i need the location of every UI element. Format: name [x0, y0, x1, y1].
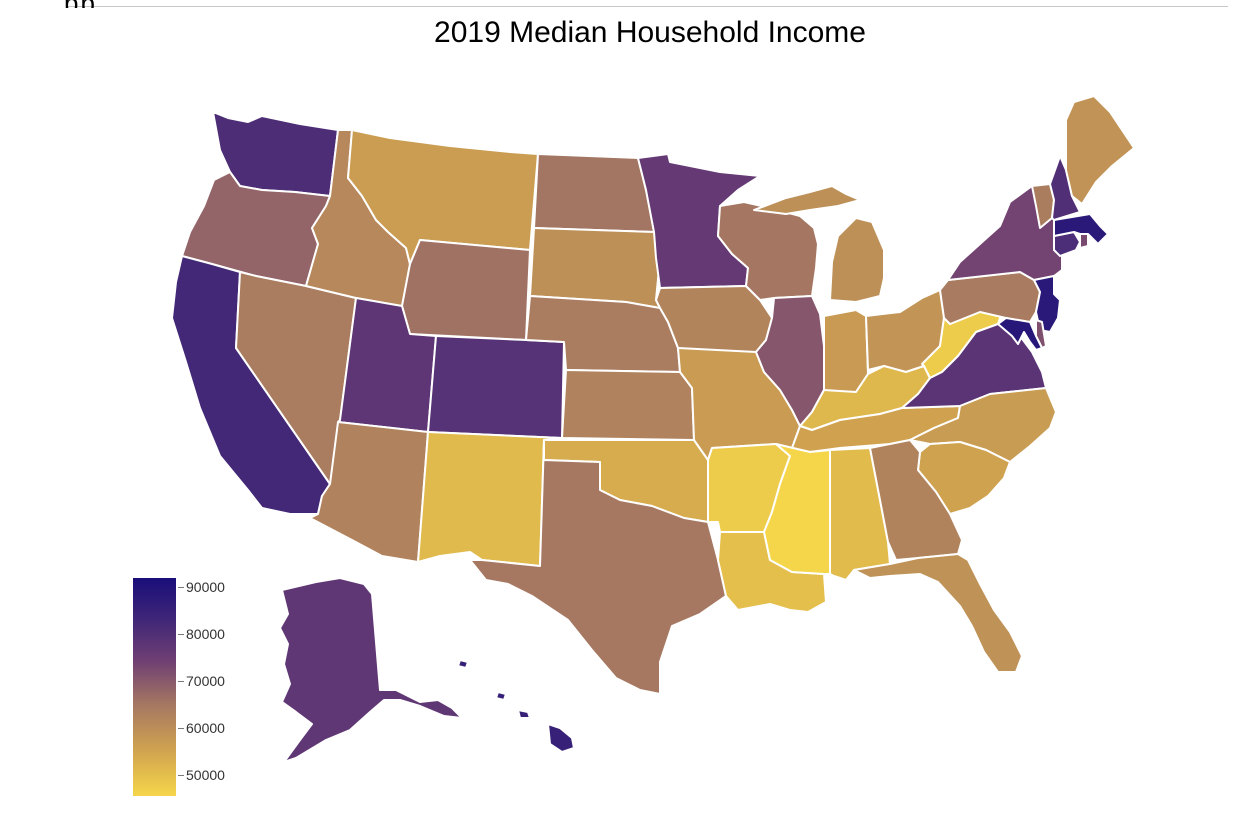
state-hi — [457, 659, 469, 669]
legend-label: 80000 — [186, 626, 225, 643]
legend-tick — [178, 587, 184, 589]
state-nj — [1033, 275, 1061, 333]
states-layer — [171, 95, 1135, 763]
legend-tick — [178, 774, 184, 776]
state-hi — [495, 691, 507, 701]
state-md — [997, 317, 1043, 351]
state-wy — [401, 239, 531, 341]
color-legend: 90000 80000 70000 60000 50000 — [133, 578, 263, 798]
state-hi — [547, 723, 575, 753]
state-nh — [1049, 155, 1081, 221]
legend-label: 50000 — [186, 766, 225, 783]
state-sd — [529, 227, 661, 309]
legend-color-bar — [133, 578, 176, 796]
top-divider — [66, 6, 1228, 7]
state-il — [755, 295, 825, 427]
state-ga — [869, 439, 963, 561]
state-nd — [533, 153, 655, 233]
state-ri — [1079, 233, 1089, 249]
state-fl — [853, 553, 1023, 673]
legend-label: 60000 — [186, 720, 225, 737]
state-ak — [279, 577, 463, 763]
state-mi — [753, 185, 861, 215]
state-ks — [561, 369, 695, 441]
state-ma — [1053, 213, 1109, 245]
legend-label: 90000 — [186, 579, 225, 596]
map-title: 2019 Median Household Income — [434, 16, 866, 49]
legend-tick — [178, 728, 184, 730]
state-ms — [763, 443, 831, 575]
legend-tick — [178, 634, 184, 636]
state-tx — [469, 439, 727, 695]
state-me — [1065, 95, 1135, 205]
legend-tick — [178, 681, 184, 683]
clipped-heading-fragment: pp — [64, 0, 94, 8]
state-mi — [829, 217, 885, 303]
state-co — [427, 335, 565, 439]
state-hi — [517, 709, 531, 719]
legend-label: 70000 — [186, 673, 225, 690]
